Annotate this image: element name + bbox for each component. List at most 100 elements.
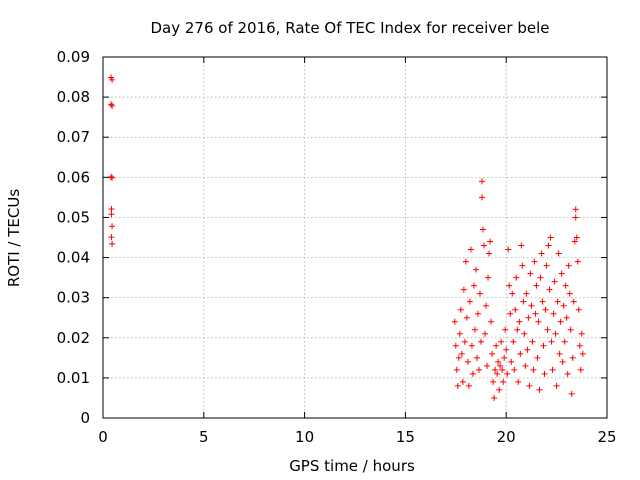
data-point bbox=[476, 290, 483, 297]
data-point bbox=[533, 282, 540, 289]
data-point bbox=[459, 378, 466, 385]
data-point bbox=[558, 270, 565, 277]
data-point bbox=[577, 366, 584, 373]
data-point bbox=[494, 370, 501, 377]
data-point bbox=[560, 302, 567, 309]
data-point bbox=[565, 262, 572, 269]
data-point bbox=[566, 290, 573, 297]
data-point bbox=[489, 350, 496, 357]
data-point bbox=[540, 342, 547, 349]
data-point bbox=[493, 342, 500, 349]
data-point bbox=[563, 314, 570, 321]
data-point bbox=[564, 370, 571, 377]
data-point bbox=[515, 378, 522, 385]
data-point bbox=[525, 314, 532, 321]
data-point bbox=[457, 306, 464, 313]
data-point bbox=[552, 330, 559, 337]
data-point bbox=[575, 306, 582, 313]
data-point bbox=[469, 370, 476, 377]
y-tick-label: 0.07 bbox=[57, 128, 90, 146]
x-tick-label: 10 bbox=[295, 428, 314, 446]
data-point bbox=[530, 366, 537, 373]
data-point bbox=[452, 342, 459, 349]
data-point bbox=[455, 354, 462, 361]
y-tick-label: 0.09 bbox=[57, 48, 90, 66]
data-point bbox=[465, 382, 472, 389]
data-point bbox=[492, 366, 499, 373]
data-point bbox=[504, 370, 511, 377]
data-point bbox=[462, 258, 469, 265]
data-point bbox=[524, 346, 531, 353]
x-axis-label: GPS time / hours bbox=[289, 457, 415, 475]
data-point bbox=[506, 282, 513, 289]
data-point bbox=[109, 174, 116, 181]
data-point bbox=[554, 298, 561, 305]
data-point bbox=[570, 298, 577, 305]
data-point bbox=[543, 262, 550, 269]
axis-ticks bbox=[102, 56, 608, 419]
data-point bbox=[572, 214, 579, 221]
data-point bbox=[475, 366, 482, 373]
data-point bbox=[495, 358, 502, 365]
y-tick-label: 0.05 bbox=[57, 208, 90, 226]
data-point bbox=[562, 282, 569, 289]
data-point bbox=[499, 366, 506, 373]
x-tick-label: 15 bbox=[396, 428, 415, 446]
data-point bbox=[483, 302, 490, 309]
data-point bbox=[505, 246, 512, 253]
data-point bbox=[108, 173, 115, 180]
x-tick-label: 5 bbox=[199, 428, 209, 446]
x-tick-label: 0 bbox=[98, 428, 108, 446]
data-point bbox=[488, 318, 495, 325]
data-point bbox=[553, 382, 560, 389]
data-point bbox=[545, 242, 552, 249]
data-point bbox=[511, 366, 518, 373]
data-point bbox=[473, 354, 480, 361]
data-point bbox=[555, 250, 562, 257]
data-point bbox=[108, 211, 115, 218]
data-point bbox=[528, 302, 535, 309]
data-point bbox=[486, 250, 493, 257]
data-point bbox=[579, 350, 586, 357]
grid bbox=[103, 57, 607, 418]
data-point bbox=[482, 330, 489, 337]
data-point bbox=[456, 330, 463, 337]
data-point bbox=[521, 330, 528, 337]
y-tick-labels: 0 0.01 0.02 0.03 0.04 0.05 0.06 0.07 0.08 0.09 bbox=[57, 48, 90, 427]
data-point bbox=[497, 362, 504, 369]
x-tick-label: 20 bbox=[497, 428, 516, 446]
data-point bbox=[454, 382, 461, 389]
data-point bbox=[535, 318, 542, 325]
data-point bbox=[523, 290, 530, 297]
data-point bbox=[490, 378, 497, 385]
y-tick-label: 0.04 bbox=[57, 249, 90, 267]
data-point bbox=[559, 358, 566, 365]
data-point bbox=[109, 76, 116, 83]
plot-frame bbox=[102, 56, 608, 419]
data-points bbox=[108, 74, 586, 401]
data-point bbox=[556, 350, 563, 357]
data-point bbox=[527, 270, 534, 277]
data-point bbox=[501, 354, 508, 361]
data-point bbox=[451, 318, 458, 325]
data-point bbox=[534, 354, 541, 361]
data-point bbox=[503, 346, 510, 353]
data-point bbox=[537, 274, 544, 281]
data-point bbox=[531, 258, 538, 265]
data-point bbox=[108, 206, 115, 213]
data-point bbox=[487, 238, 494, 245]
data-point bbox=[479, 194, 486, 201]
data-point bbox=[109, 240, 116, 247]
data-point bbox=[467, 246, 474, 253]
data-point bbox=[547, 234, 554, 241]
data-point bbox=[510, 338, 517, 345]
data-point bbox=[485, 274, 492, 281]
data-point bbox=[458, 350, 465, 357]
data-point bbox=[460, 286, 467, 293]
data-point bbox=[578, 330, 585, 337]
data-point bbox=[536, 386, 543, 393]
data-point bbox=[468, 342, 475, 349]
data-point bbox=[514, 326, 521, 333]
data-point bbox=[550, 310, 557, 317]
data-point bbox=[546, 286, 553, 293]
